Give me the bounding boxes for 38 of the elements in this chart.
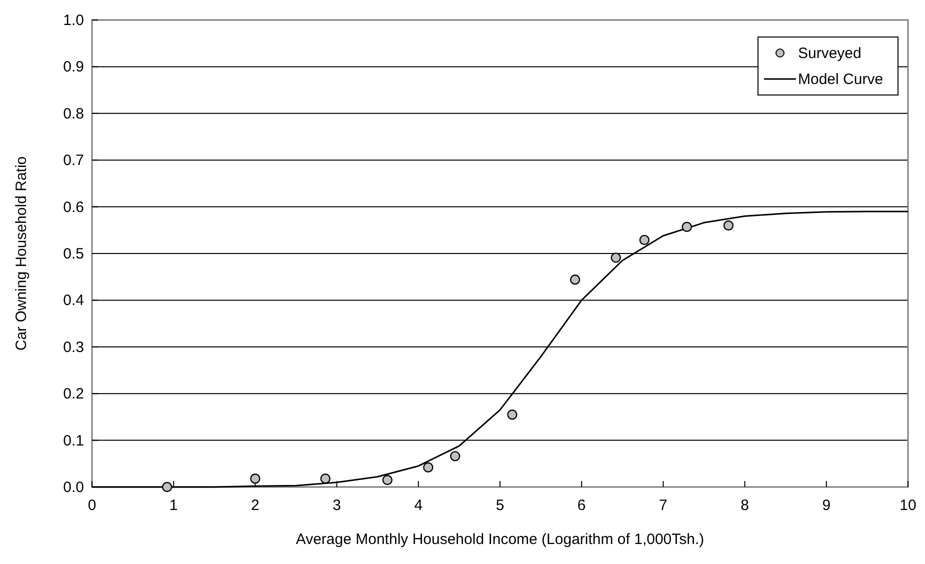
- x-tick-label: 0: [88, 497, 96, 514]
- point: [723, 220, 734, 231]
- x-tick-label: 7: [659, 497, 668, 514]
- x-axis-title: Average Monthly Household Income (Logarithm of 1,000Tsh.): [296, 531, 704, 548]
- point: [450, 451, 460, 462]
- point: [570, 274, 580, 285]
- x-tick-label: 3: [332, 497, 341, 514]
- y-tick-label: 0.4: [63, 292, 84, 310]
- x-tick-label: 2: [251, 497, 260, 514]
- y-axis-title: Car Owning Household Ratio: [13, 156, 30, 351]
- y-tick-label: 0.0: [63, 479, 84, 496]
- y-tick-label: 0.2: [63, 386, 84, 403]
- point: [382, 474, 392, 486]
- point: [682, 222, 692, 232]
- y-tick-label: 0.5: [63, 246, 84, 262]
- y-tick-label: 0.9: [63, 58, 84, 76]
- point: [320, 473, 330, 484]
- point: [610, 252, 621, 263]
- x-tick-label: 6: [577, 497, 586, 514]
- point: [639, 234, 650, 246]
- x-tick-label: 5: [496, 497, 504, 514]
- legend-label: Model Curve: [798, 71, 884, 88]
- x-tick-label: 8: [740, 497, 749, 514]
- point: [423, 462, 434, 472]
- legend-label: Surveyed: [798, 45, 862, 62]
- y-tick-label: 0.8: [63, 105, 84, 122]
- y-tick-label: 0.6: [63, 198, 84, 216]
- point: [250, 473, 260, 484]
- x-tick-label: 1: [169, 497, 178, 514]
- y-tick-label: 0.7: [63, 152, 84, 170]
- point: [162, 482, 172, 492]
- x-tick-label: 4: [414, 497, 423, 514]
- x-tick-label: 10: [900, 497, 916, 514]
- y-tick-label: 1.0: [63, 12, 84, 29]
- y-tick-label: 0.1: [63, 432, 84, 450]
- point: [507, 410, 518, 420]
- x-tick-label: 9: [822, 497, 831, 514]
- y-tick-label: 0.3: [63, 338, 84, 356]
